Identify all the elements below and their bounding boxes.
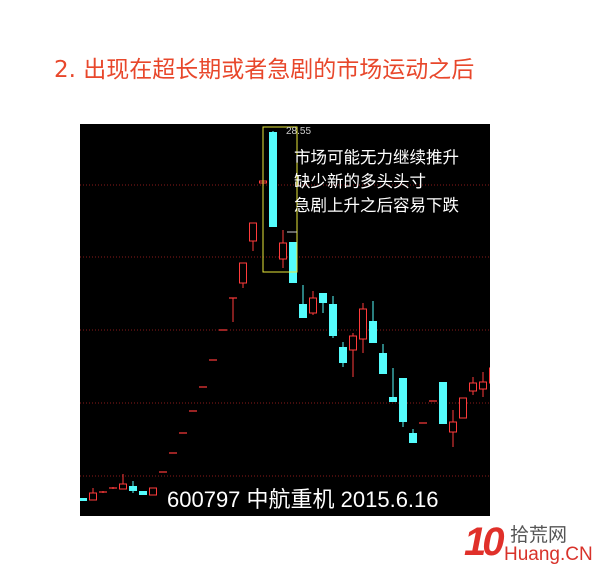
candle-body-down <box>409 433 417 443</box>
candle-body-up <box>249 222 257 242</box>
highlight-box <box>262 126 298 273</box>
stock-label: 600797 中航重机 2015.6.16 <box>167 487 439 512</box>
candle-body-down <box>399 378 407 422</box>
candle-body-up <box>279 242 287 260</box>
candle-body-up <box>469 382 477 392</box>
candle-body-up <box>119 483 127 490</box>
candle-body-down <box>139 491 147 495</box>
candle-body-up <box>359 308 367 340</box>
candle-body-down <box>439 382 447 424</box>
logo-name-en: Huang.CN <box>504 544 593 565</box>
logo-name-cn: 拾荒网 <box>510 524 568 546</box>
candle-body-up <box>459 397 467 419</box>
candle-body-down <box>129 486 137 491</box>
candle-body-down <box>339 347 347 363</box>
candle-body-down <box>369 321 377 343</box>
annotation-line-1: 市场可能无力继续推升 <box>294 148 459 167</box>
candle-body-up <box>489 367 490 384</box>
candle-body-up <box>239 262 247 284</box>
slide-title: 2. 出现在超长期或者急剧的市场运动之后 <box>54 57 475 83</box>
candle-body-down <box>269 132 277 227</box>
candle-body-up <box>349 335 357 351</box>
annotation-line-3: 急剧上升之后容易下跌 <box>294 196 459 215</box>
candle-body-down <box>319 293 327 303</box>
logo-mark: 10 <box>464 520 504 564</box>
candle-body-down <box>299 304 307 318</box>
chart-svg <box>80 126 490 501</box>
candle-body-up <box>479 381 487 390</box>
candle-body-up <box>149 487 157 496</box>
candle-body-up <box>309 297 317 314</box>
candle-body-down <box>389 397 397 402</box>
candle-body-down <box>289 242 297 283</box>
candle-body-down <box>379 353 387 374</box>
candle-body-down <box>329 304 337 336</box>
annotation-line-2: 缺少新的多头头寸 <box>294 172 426 191</box>
site-logo: 10 拾荒网 Huang.CN <box>462 518 600 572</box>
candle-body-up <box>449 421 457 433</box>
high-price-label: 28.55 <box>286 126 312 137</box>
candle-body-up <box>89 492 97 501</box>
candlestick-chart: 28.55 市场可能无力继续推升 缺少新的多头头寸 急剧上升之后容易下跌 600… <box>80 124 490 516</box>
candle-body-down <box>80 498 87 501</box>
